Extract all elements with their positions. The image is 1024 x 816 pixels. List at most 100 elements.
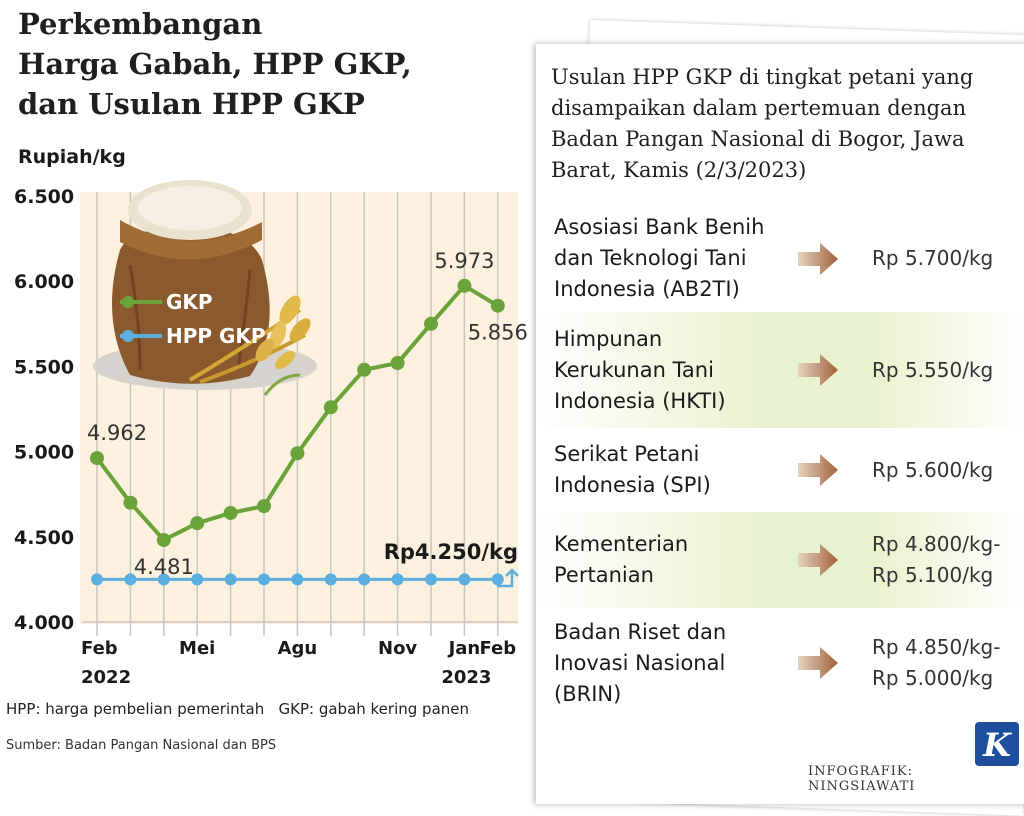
proposed-price-line: Rp 5.550/kg [872,357,994,382]
organization-name: Asosiasi Bank Benih dan Teknologi Tani Ind… [554,212,764,305]
x-tick-label: Jan [447,638,481,659]
hpp-gkp-point [291,573,304,586]
proposed-price-line: Rp 4.850/kg- [872,635,1001,659]
gkp-point [357,362,372,377]
rice-sack-icon [93,180,317,396]
arrow-up-icon [497,568,519,588]
data-labels: 4.962 4.481 5.973 5.856 [87,249,528,579]
gkp-point [223,505,238,520]
arrow-right-icon [798,647,838,679]
proposed-price: Rp 5.700/kg [872,243,993,274]
organization-name-line: Inovasi Nasional [554,650,726,675]
organization-name-line: Kerukunan Tani [554,357,714,382]
organization-name: Serikat Petani Indonesia (SPI) [554,439,711,501]
y-tick-label: 4.500 [14,527,74,549]
infographic-credit: INFOGRAFIK: NINGSIAWATI [808,764,916,794]
data-label: 4.962 [87,421,147,445]
svg-text:K: K [982,726,1012,764]
organization-name-line: Asosiasi Bank Benih [554,215,765,239]
gkp-point [90,451,104,466]
y-tick-label: 5.000 [14,442,74,464]
hpp-gkp-point [491,573,504,586]
organization-name-line: Indonesia (HKTI) [554,388,726,413]
y-tick-label: 6.000 [14,271,74,293]
data-label: 5.973 [434,249,494,273]
x-tick-label: Nov [378,638,417,659]
gkp-point [156,533,171,548]
y-axis-ticks: 6.500 6.000 5.500 5.000 4.500 4.000 [14,186,74,634]
organization-name-line: (BRIN) [554,681,622,706]
y-tick-label: 4.000 [14,612,74,634]
title-line: Perkembangan [18,7,263,41]
data-points [90,278,505,586]
organization-name-line: Indonesia (AB2TI) [554,277,740,301]
arrow-right-icon [798,544,838,576]
hpp-gkp-point [258,573,270,586]
arrow-right-icon [798,354,838,386]
proposed-price: Rp 5.550/kg [872,355,993,386]
hpp-gkp-point [191,573,204,586]
gkp-point [323,400,338,415]
proposed-price-line: Rp 5.100/kg [872,563,994,587]
y-tick-label: 5.500 [14,356,74,378]
x-axis-ticks: Feb 2022 Mei Agu Nov Jan 2023 Feb [81,638,516,688]
proposal-row: Himpunan Kerukunan Tani Indonesia (HKTI) Rp… [536,312,1024,428]
proposed-price-line: Rp 5.700/kg [872,246,994,270]
proposal-row: Kementerian Pertanian Rp 4.800/kg- Rp 5.100… [536,512,1024,608]
organization-name-line: Kementerian [554,532,689,556]
x-tick-label: Mei [179,638,215,659]
proposal-row: Badan Riset dan Inovasi Nasional (BRIN) Rp … [536,608,1024,718]
organization-name-line: dan Teknologi Tani [554,246,747,270]
gkp-point [390,355,405,370]
proposed-price: Rp 4.800/kg- Rp 5.100/kg [872,529,1000,591]
hpp-gkp-point [91,573,103,586]
hpp-annotation: Rp4.250/kg [384,540,519,588]
proposed-price-line: Rp 4.800/kg- [872,532,1001,556]
gkp-point [123,495,138,510]
proposed-price-line: Rp 5.600/kg [872,457,994,482]
organization-name-line: Serikat Petani [554,442,700,466]
legend-label-gkp: GKP [166,290,213,314]
line-chart: 6.500 6.000 5.500 5.000 4.500 4.000 Feb 2022 Me… [14,180,528,688]
arrow-right-icon [798,242,838,275]
gkp-point [190,516,205,531]
organization-name-line: Badan Riset dan [554,619,727,644]
proposed-price-line: Rp 5.000/kg [872,666,994,690]
chart-title: Perkembangan Harga Gabah, HPP GKP, dan U… [18,4,518,124]
x-tick-label: Agu [278,638,318,659]
legend-item-hpp-gkp: HPP GKP [120,324,266,348]
gkp-point [257,499,271,514]
gkp-point [490,298,505,313]
data-label: 4.481 [134,555,194,579]
arrow-right-icon [798,454,838,486]
gkp-point [424,316,438,331]
organization-name: Himpunan Kerukunan Tani Indonesia (HKTI) [554,324,726,417]
organization-name: Badan Riset dan Inovasi Nasional (BRIN) [554,617,726,710]
x-tick-label: Feb [81,638,118,659]
hpp-gkp-point [124,573,137,586]
title-line: dan Usulan HPP GKP [18,87,365,121]
proposal-row: Serikat Petani Indonesia (SPI) Rp 5.600/kg [536,428,1024,512]
hpp-gkp-point [391,573,404,586]
x-tick-label: Feb [479,638,516,659]
legend-label-hpp-gkp: HPP GKP [166,324,266,348]
legend: GKP HPP GKP [120,290,266,348]
proposed-price: Rp 5.600/kg [872,455,993,486]
hpp-annotation-label: Rp4.250/kg [384,540,518,564]
hpp-gkp-point [425,573,437,586]
organization-name: Kementerian Pertanian [554,529,688,591]
x-tick-year: 2022 [81,667,131,688]
organization-name-line: Pertanian [554,563,654,587]
gkp-point [457,278,472,293]
legend-item-gkp: GKP [120,290,213,314]
gkp-point [290,446,305,461]
title-line: Harga Gabah, HPP GKP, [18,47,412,81]
hpp-gkp-point [458,573,471,586]
hpp-gkp-point [157,573,170,586]
hpp-gkp-point [358,573,371,586]
proposed-price: Rp 4.850/kg- Rp 5.000/kg [872,632,1000,694]
hpp-gkp-point [224,573,237,586]
y-axis-label: Rupiah/kg [18,146,126,168]
y-tick-label: 6.500 [14,186,74,208]
footnote-abbreviations: HPP: harga pembelian pemerintah GKP: gab… [6,700,470,718]
